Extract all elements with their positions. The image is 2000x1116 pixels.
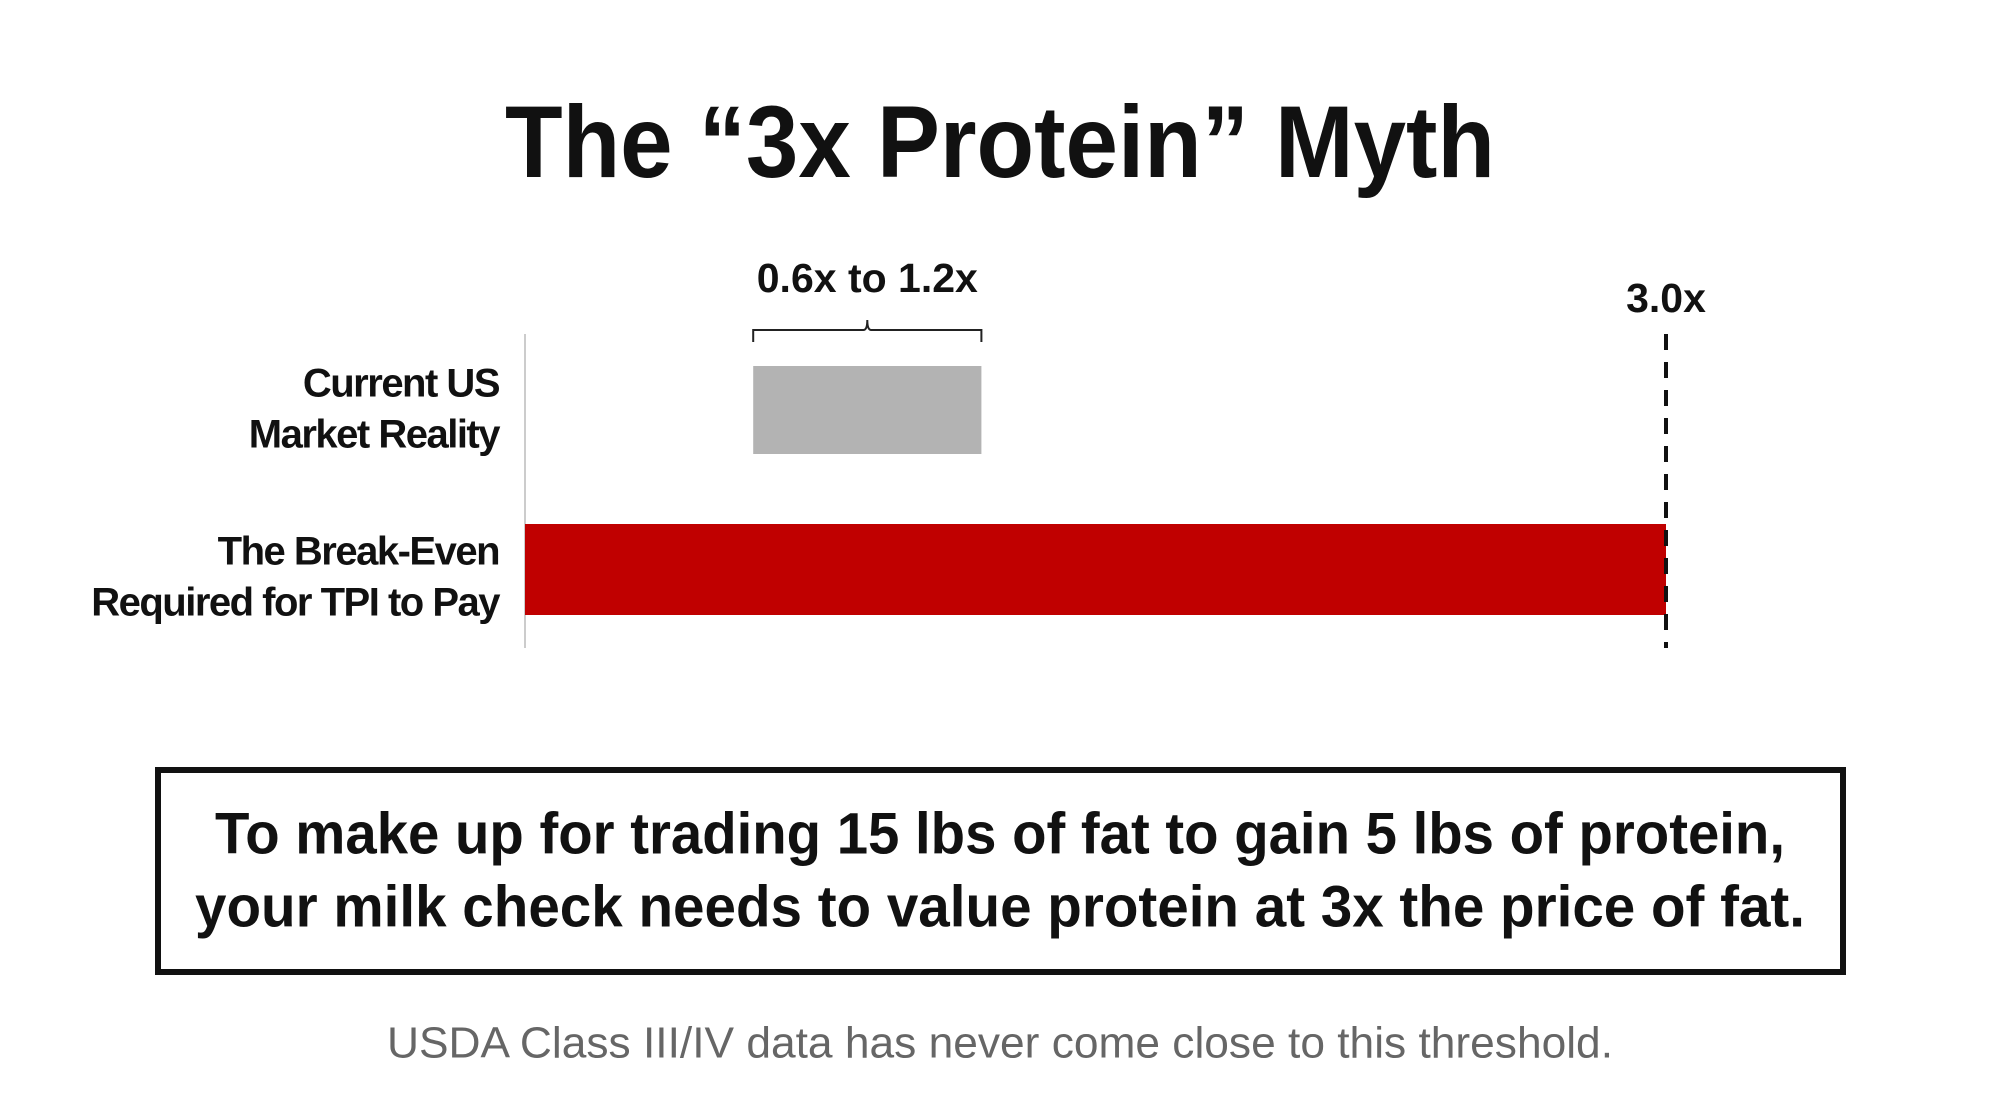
bracket bbox=[752, 319, 983, 342]
footnote: USDA Class III/IV data has never come cl… bbox=[387, 1019, 1613, 1068]
value-label: 3.0x bbox=[1626, 275, 1706, 321]
callout-text: To make up for trading 15 lbs of fat to … bbox=[215, 801, 1785, 866]
value-label: 0.6x to 1.2x bbox=[757, 255, 978, 301]
category-label: The Break-Even bbox=[218, 530, 499, 574]
category-label: Current US bbox=[303, 362, 500, 406]
category-label: Required for TPI to Pay bbox=[91, 581, 501, 625]
bar bbox=[753, 366, 982, 454]
callout-text: your milk check needs to value protein a… bbox=[195, 874, 1805, 939]
bar bbox=[525, 524, 1666, 615]
category-label: Market Reality bbox=[249, 413, 501, 457]
chart-title: The “3x Protein” Myth bbox=[505, 85, 1495, 199]
callout-box bbox=[155, 767, 1846, 975]
